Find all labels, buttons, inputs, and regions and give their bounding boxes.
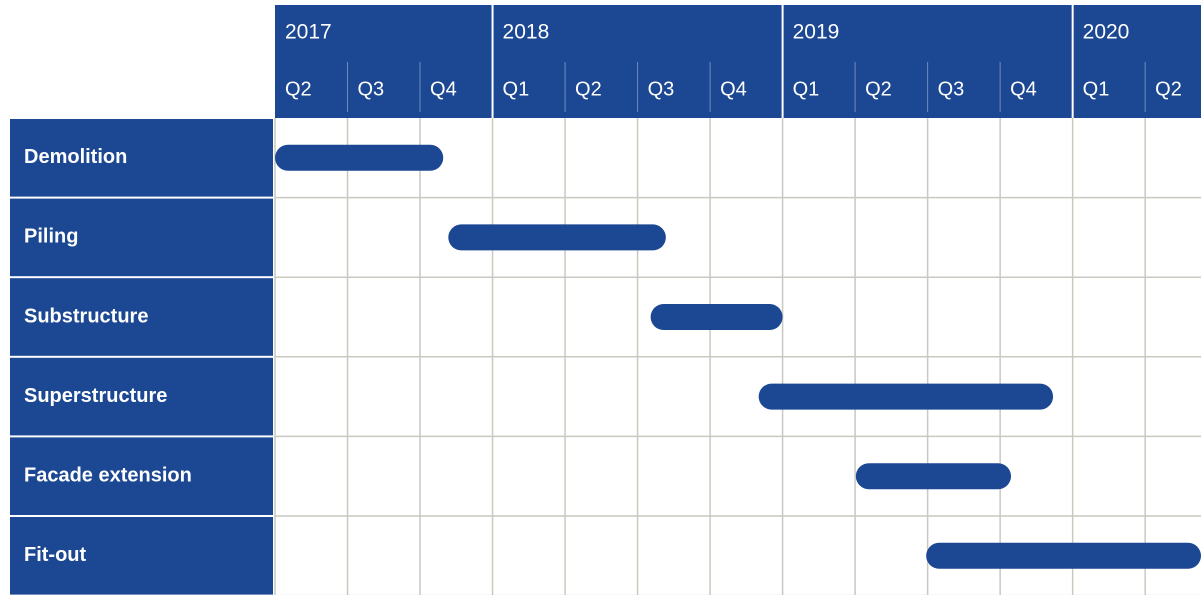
task-label: Piling	[24, 226, 78, 248]
quarter-label: Q2	[865, 78, 892, 100]
task-bar	[855, 463, 1012, 490]
task-bar	[650, 304, 783, 330]
quarter-label: Q2	[285, 78, 312, 100]
quarter-label: Q3	[358, 78, 385, 100]
year-label: 2019	[793, 21, 840, 44]
task-bar	[448, 224, 666, 251]
quarter-label: Q2	[1155, 78, 1182, 100]
year-label: 2018	[503, 21, 550, 44]
task-label: Fit-out	[24, 544, 87, 566]
task-label-box	[10, 278, 273, 356]
task-label: Facade extension	[24, 464, 192, 486]
quarter-label: Q1	[793, 78, 820, 100]
quarter-label: Q2	[575, 78, 602, 100]
bars	[275, 144, 1201, 569]
task-label-box	[10, 517, 273, 595]
task-label-box	[10, 119, 273, 197]
year-label: 2020	[1083, 21, 1130, 44]
task-bar	[275, 144, 444, 171]
task-label-box	[10, 198, 273, 277]
task-label-box	[10, 357, 273, 436]
task-label: Demolition	[24, 146, 127, 168]
quarter-label: Q4	[430, 78, 457, 100]
quarter-label: Q1	[1083, 78, 1110, 100]
task-label: Superstructure	[24, 385, 167, 407]
header-background	[275, 5, 1201, 118]
quarter-label: Q4	[720, 78, 747, 100]
quarter-label: Q4	[1010, 78, 1037, 100]
task-label-box	[10, 437, 273, 515]
quarter-label: Q3	[648, 78, 675, 100]
year-label: 2017	[285, 21, 332, 44]
task-bar	[926, 542, 1201, 569]
task-bar	[758, 383, 1054, 410]
task-label: Substructure	[24, 305, 148, 327]
quarter-label: Q1	[503, 78, 530, 100]
quarter-label: Q3	[938, 78, 965, 100]
